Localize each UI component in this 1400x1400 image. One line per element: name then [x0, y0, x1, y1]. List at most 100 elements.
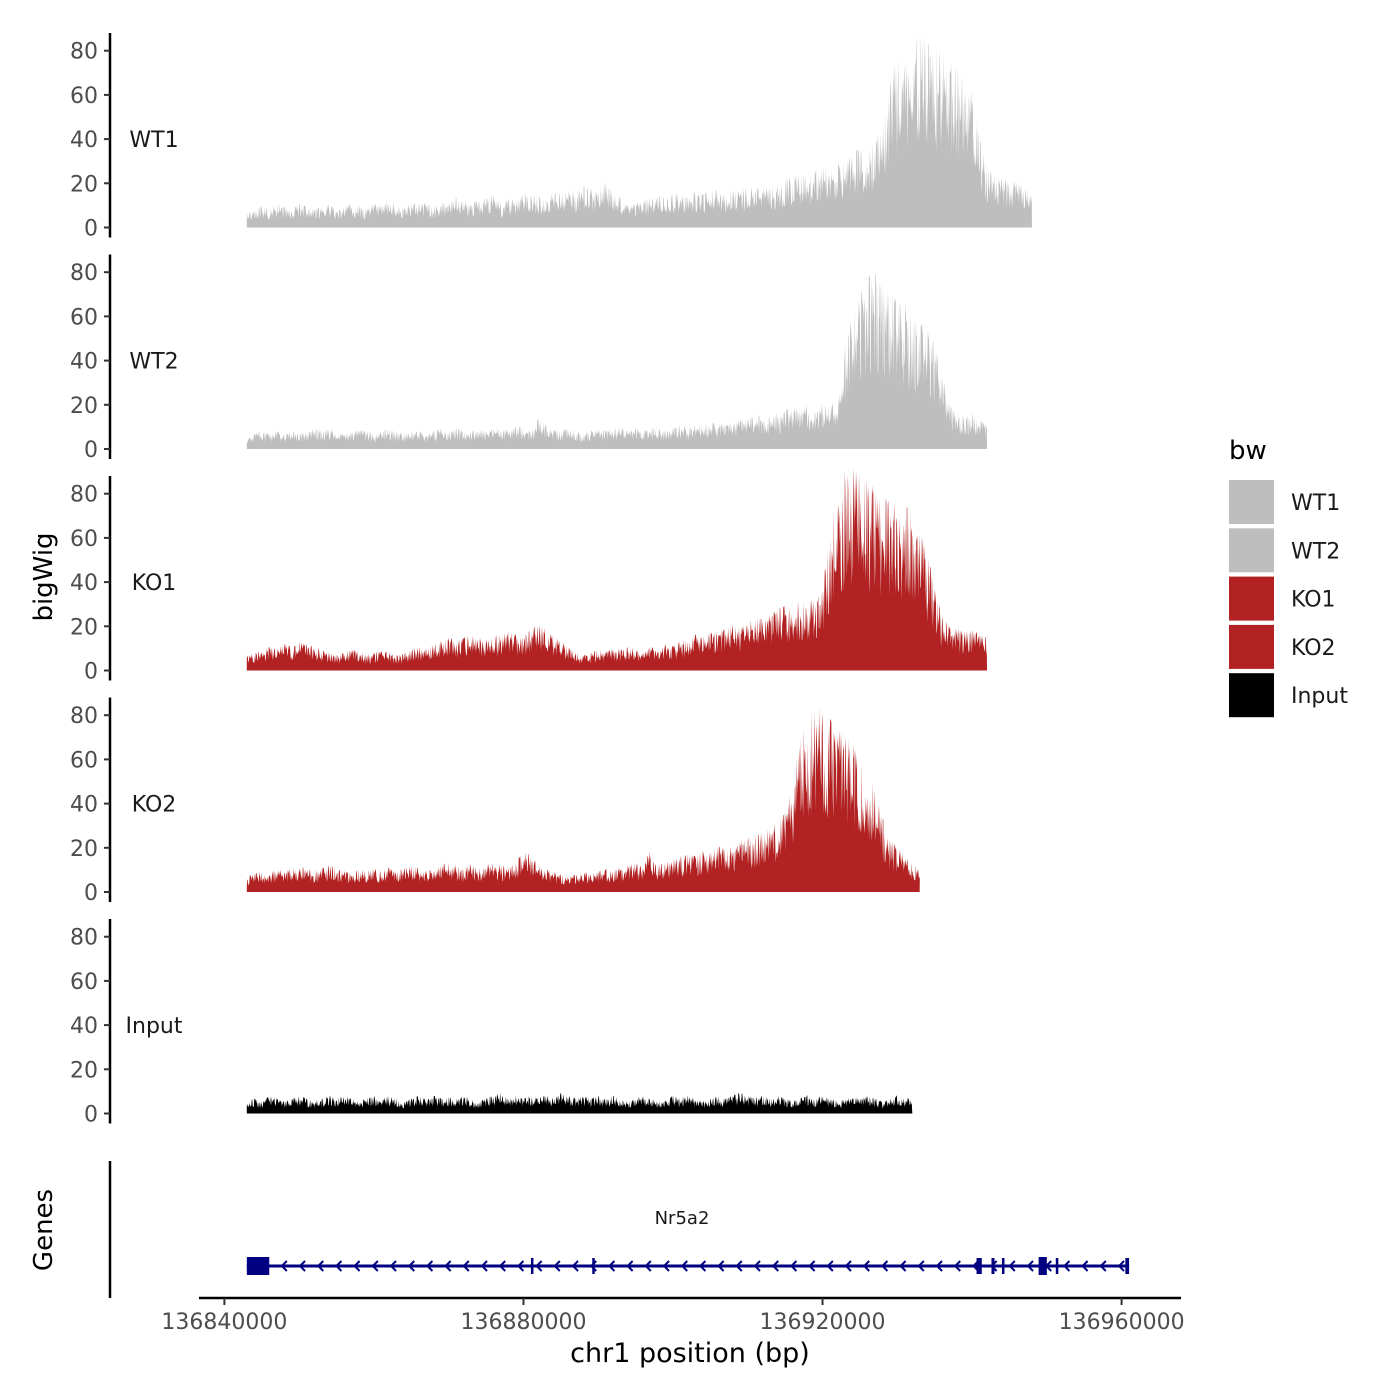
- strand-arrow: [881, 1260, 889, 1272]
- gene-exon: [976, 1258, 982, 1274]
- x-tick-label: 136960000: [1059, 1310, 1185, 1335]
- strand-arrow: [699, 1260, 707, 1272]
- strand-arrow: [316, 1260, 324, 1272]
- y-tick-label: 80: [70, 704, 98, 729]
- strand-arrow: [1117, 1260, 1125, 1272]
- strand-arrow: [553, 1260, 561, 1272]
- strand-arrow: [298, 1260, 306, 1272]
- y-axis-title: bigWig: [29, 532, 59, 621]
- y-tick-label: 60: [70, 305, 98, 330]
- strand-arrow: [771, 1260, 779, 1272]
- strand-arrow: [626, 1260, 634, 1272]
- strand-arrow: [644, 1260, 652, 1272]
- legend-swatch-wt2: [1229, 528, 1274, 573]
- y-tick-label: 0: [84, 438, 98, 463]
- x-axis-title: chr1 position (bp): [570, 1338, 810, 1369]
- legend-swatch-wt1: [1229, 480, 1274, 524]
- track-label: WT1: [129, 128, 178, 153]
- gene-exon: [991, 1258, 995, 1274]
- y-tick-label: 60: [70, 970, 98, 995]
- signal-area-ko2: [246, 707, 920, 892]
- strand-arrow: [826, 1260, 834, 1272]
- strand-arrow: [571, 1260, 579, 1272]
- gene-exon: [1125, 1258, 1130, 1274]
- legend-label-input: Input: [1291, 684, 1348, 709]
- strand-arrow: [844, 1260, 852, 1272]
- y-tick-label: 40: [70, 128, 98, 153]
- y-tick-label: 20: [70, 394, 98, 419]
- strand-arrow: [371, 1260, 379, 1272]
- gene-exon: [592, 1258, 595, 1274]
- strand-arrow: [1081, 1260, 1089, 1272]
- gene-exon: [530, 1258, 534, 1274]
- y-tick-label: 60: [70, 84, 98, 109]
- y-tick-label: 0: [84, 1103, 98, 1128]
- strand-arrow: [935, 1260, 943, 1272]
- strand-arrow: [1063, 1260, 1071, 1272]
- strand-arrow: [1008, 1260, 1016, 1272]
- track-label: Input: [126, 1014, 183, 1039]
- strand-arrow: [862, 1260, 870, 1272]
- strand-arrow: [407, 1260, 415, 1272]
- strand-arrow: [480, 1260, 488, 1272]
- strand-arrow: [662, 1260, 670, 1272]
- strand-arrow: [462, 1260, 470, 1272]
- y-tick-label: 60: [70, 527, 98, 552]
- y-tick-label: 40: [70, 1014, 98, 1039]
- strand-arrow: [517, 1260, 525, 1272]
- legend-label-wt2: WT2: [1291, 539, 1340, 564]
- x-tick-label: 136920000: [760, 1310, 886, 1335]
- y-tick-label: 0: [84, 217, 98, 242]
- signal-area-input: [246, 1092, 913, 1114]
- strand-arrow: [1099, 1260, 1107, 1272]
- track-label: KO1: [132, 571, 177, 596]
- strand-arrow: [280, 1260, 288, 1272]
- gene-exon: [1055, 1258, 1059, 1274]
- track-panel-wt2: 0 20 40 60 80 WT2: [70, 254, 988, 463]
- track-label: KO2: [132, 793, 177, 818]
- strand-arrow: [444, 1260, 452, 1272]
- y-tick-label: 80: [70, 261, 98, 286]
- legend-swatch-ko1: [1229, 576, 1274, 621]
- legend-swatch-ko2: [1229, 624, 1274, 669]
- strand-arrow: [498, 1260, 506, 1272]
- gene-exon: [1001, 1258, 1005, 1274]
- strand-arrow: [353, 1260, 361, 1272]
- legend: bw WT1 WT2 KO1 KO2 Input: [1229, 436, 1348, 718]
- strand-arrow: [535, 1260, 543, 1272]
- y-tick-label: 0: [84, 660, 98, 685]
- gene-exon: [246, 1257, 270, 1275]
- strand-arrow: [1026, 1260, 1034, 1272]
- x-tick-label: 136880000: [460, 1310, 586, 1335]
- strand-arrow: [680, 1260, 688, 1272]
- y-tick-label: 80: [70, 40, 98, 65]
- signal-area-wt1: [246, 34, 1032, 228]
- gene-name-label: Nr5a2: [655, 1208, 710, 1229]
- strand-arrow: [790, 1260, 798, 1272]
- track-panel-input: 0 20 40 60 80 Input: [70, 919, 913, 1128]
- legend-swatch-input: [1229, 673, 1274, 718]
- signal-area-wt2: [246, 273, 988, 449]
- y-tick-label: 40: [70, 793, 98, 818]
- y-tick-label: 40: [70, 571, 98, 596]
- legend-title: bw: [1229, 436, 1267, 466]
- strand-arrow: [735, 1260, 743, 1272]
- strand-arrow: [389, 1260, 397, 1272]
- y-tick-label: 0: [84, 881, 98, 906]
- y-tick-label: 20: [70, 837, 98, 862]
- y-tick-label: 20: [70, 172, 98, 197]
- strand-arrow: [917, 1260, 925, 1272]
- legend-label-ko2: KO2: [1291, 636, 1336, 661]
- y-tick-label: 80: [70, 483, 98, 508]
- x-tick-label: 136840000: [161, 1310, 287, 1335]
- y-tick-label: 60: [70, 748, 98, 773]
- strand-arrow: [899, 1260, 907, 1272]
- y-tick-label: 40: [70, 350, 98, 375]
- legend-label-wt1: WT1: [1291, 491, 1340, 516]
- gene-exon: [1038, 1257, 1047, 1275]
- legend-label-ko1: KO1: [1291, 588, 1336, 613]
- genes-track-label: Genes: [29, 1189, 59, 1271]
- strand-arrow: [717, 1260, 725, 1272]
